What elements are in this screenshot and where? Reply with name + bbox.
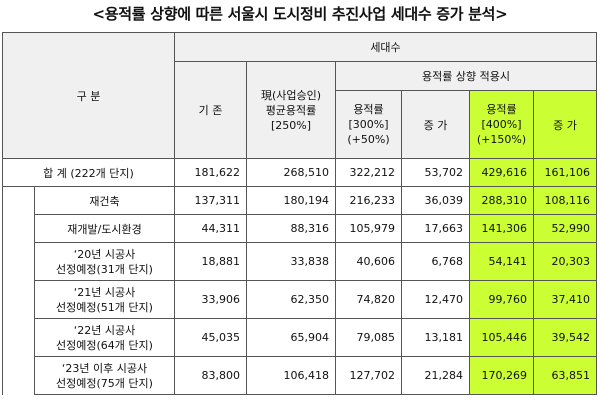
cell-far400: 54,141 — [469, 242, 534, 281]
cell-inc400: 37,410 — [533, 280, 597, 319]
header-far300-line-1: 용적률 — [353, 103, 384, 116]
cell-inc400: 161,106 — [533, 158, 597, 187]
cell-inc400: 20,303 — [533, 242, 597, 281]
row-label: 재건축 — [34, 186, 175, 215]
cell-existing: 33,906 — [174, 280, 247, 319]
row-label-line-1: ‘21년 시공사 — [73, 285, 136, 299]
cell-existing: 18,881 — [174, 242, 247, 281]
household-analysis-table: 구 분 세대수 기 존 現(사업승인) 평균용적률 [250%] 용적률 상향 … — [2, 32, 597, 395]
cell-inc300: 12,470 — [401, 280, 470, 319]
row-label-line-2: 선정예정(31개 단지) — [56, 262, 153, 276]
row-label-line-2: 선정예정(64개 단지) — [56, 338, 153, 352]
row-label: 재개발/도시환경 — [34, 214, 175, 243]
table-row: 재개발/도시환경 44,311 88,316 105,979 17,663 14… — [3, 214, 597, 243]
header-far400-line-2: [400%] — [481, 118, 522, 131]
row-label-line-1: ‘23년 이후 시공사 — [61, 361, 148, 375]
cell-current: 180,194 — [246, 186, 336, 215]
cell-far400: 170,269 — [469, 356, 534, 395]
header-increase-1: 증 가 — [401, 90, 470, 159]
header-far400-line-3: (+150%) — [476, 133, 527, 146]
row-label: ‘23년 이후 시공사 선정예정(75개 단지) — [34, 356, 175, 395]
table-row: 재건축 137,311 180,194 216,233 36,039 288,3… — [2, 186, 597, 395]
header-far300-line-3: (+50%) — [347, 133, 390, 146]
header-far300: 용적률 [300%] (+50%) — [335, 90, 402, 159]
table-row: 합 계 (222개 단지) 181,622 268,510 322,212 53… — [2, 158, 597, 187]
row-label-line-2: 선정예정(75개 단지) — [56, 376, 153, 390]
cell-current: 268,510 — [246, 158, 336, 187]
header-far400: 용적률 [400%] (+150%) — [469, 90, 534, 159]
header-current: 現(사업승인) 평균용적률 [250%] — [246, 61, 336, 159]
table-row: ‘20년 시공사 선정예정(31개 단지) 18,881 33,838 40,6… — [3, 242, 597, 281]
cell-inc300: 6,768 — [401, 242, 470, 281]
indent-cell — [2, 186, 35, 395]
row-label: ‘20년 시공사 선정예정(31개 단지) — [34, 242, 175, 281]
cell-far300: 216,233 — [335, 186, 402, 215]
cell-far300: 105,979 — [335, 214, 402, 243]
cell-far400: 429,616 — [469, 158, 534, 187]
header-current-line-1: 現(사업승인) — [260, 88, 322, 102]
cell-far300: 74,820 — [335, 280, 402, 319]
cell-current: 65,904 — [246, 318, 336, 357]
table-row: ‘23년 이후 시공사 선정예정(75개 단지) 83,800 106,418 … — [3, 356, 597, 395]
cell-far300: 127,702 — [335, 356, 402, 395]
page-title: <용적률 상향에 따른 서울시 도시정비 추진사업 세대수 증가 분석> — [92, 5, 508, 23]
cell-far400: 105,446 — [469, 318, 534, 357]
header-increase-2: 증 가 — [533, 90, 597, 159]
cell-inc400: 108,116 — [533, 186, 597, 215]
cell-far400: 141,306 — [469, 214, 534, 243]
row-label-line-1: ‘22년 시공사 — [73, 323, 136, 337]
header-far400-line-1: 용적률 — [486, 103, 517, 116]
cell-far300: 322,212 — [335, 158, 402, 187]
cell-far400: 288,310 — [469, 186, 534, 215]
cell-current: 62,350 — [246, 280, 336, 319]
cell-far400: 99,760 — [469, 280, 534, 319]
cell-existing: 44,311 — [174, 214, 247, 243]
row-label-line-2: 선정예정(51개 단지) — [56, 300, 153, 314]
header-existing: 기 존 — [174, 61, 247, 159]
header-units: 세대수 — [174, 32, 597, 62]
header-far300-line-2: [300%] — [348, 118, 389, 131]
cell-inc400: 63,851 — [533, 356, 597, 395]
cell-existing: 83,800 — [174, 356, 247, 395]
cell-inc300: 17,663 — [401, 214, 470, 243]
cell-existing: 137,311 — [174, 186, 247, 215]
header-current-line-2: 평균용적률 — [265, 103, 317, 117]
cell-inc400: 39,542 — [533, 318, 597, 357]
header-upgrade-group: 용적률 상향 적용시 — [335, 61, 597, 91]
row-label-line-1: ‘20년 시공사 — [73, 247, 136, 261]
table-row: ‘21년 시공사 선정예정(51개 단지) 33,906 62,350 74,8… — [3, 280, 597, 319]
cell-inc300: 13,181 — [401, 318, 470, 357]
row-label: ‘21년 시공사 선정예정(51개 단지) — [34, 280, 175, 319]
row-label: ‘22년 시공사 선정예정(64개 단지) — [34, 318, 175, 357]
cell-current: 106,418 — [246, 356, 336, 395]
cell-existing: 45,035 — [174, 318, 247, 357]
row-label: 합 계 (222개 단지) — [2, 158, 175, 187]
cell-inc300: 36,039 — [401, 186, 470, 215]
cell-existing: 181,622 — [174, 158, 247, 187]
cell-current: 33,838 — [246, 242, 336, 281]
header-category: 구 분 — [2, 32, 175, 159]
cell-current: 88,316 — [246, 214, 336, 243]
cell-inc300: 53,702 — [401, 158, 470, 187]
cell-inc400: 52,990 — [533, 214, 597, 243]
cell-inc300: 21,284 — [401, 356, 470, 395]
cell-far300: 79,085 — [335, 318, 402, 357]
cell-far300: 40,606 — [335, 242, 402, 281]
header-current-line-3: [250%] — [270, 118, 312, 132]
table-row: ‘22년 시공사 선정예정(64개 단지) 45,035 65,904 79,0… — [3, 318, 597, 357]
